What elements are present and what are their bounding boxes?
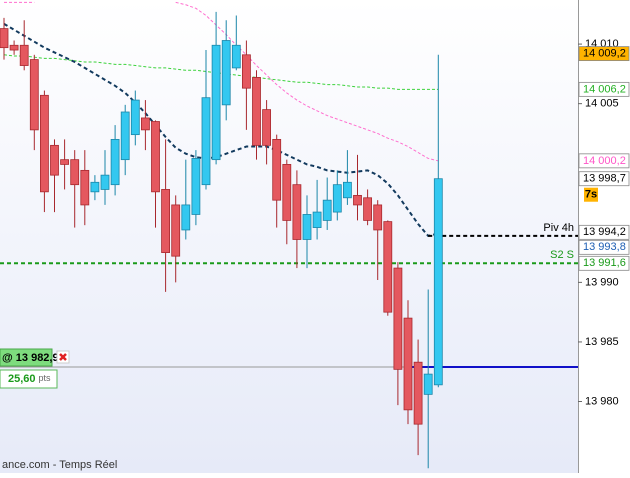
candle-body [140,117,150,131]
candle-body [353,194,362,206]
candle-body [90,181,100,193]
candle-body [0,28,9,49]
price-tag [578,224,630,240]
timer-box [584,187,598,202]
candle-body [252,77,261,146]
candle-body [272,138,282,201]
price-tag-label: 14 009,2 [583,48,626,60]
candle-body [332,184,342,213]
candle-body [50,144,59,176]
price-tag-label: 13 994,2 [583,226,626,238]
level-label: S2 S [550,249,574,261]
candle-body [292,184,302,240]
price-tag-label: 13 991,6 [583,257,626,269]
price-tag [578,171,630,187]
candle-body [312,211,322,228]
candle-body [413,361,423,425]
y-tick-label: 13 985 [585,336,619,348]
pnl-unit: pts [39,373,52,383]
candle-body [19,44,29,66]
indicator-line [4,1,439,162]
level-label: Piv 4h [543,222,574,234]
candle-body [241,54,251,89]
y-tick-label: 13 980 [585,395,619,407]
timer: 7s [585,189,597,201]
position-box [0,348,53,367]
close-icon [59,353,67,361]
candle-body [100,174,110,190]
candle-body [110,138,120,186]
candle-body [130,99,140,136]
candle-body [262,109,272,146]
candle-body [60,159,69,165]
candle-body [191,158,201,215]
position-label: @ 13 982,9 [2,352,59,364]
candle-body [221,40,231,106]
candle-body [201,97,211,186]
pnl-value: 25,60 [8,373,36,385]
candle-body [302,214,312,240]
candle-body [80,169,90,206]
candle-body [282,164,292,221]
pnl-box [0,369,58,389]
price-tag-label: 13 998,7 [583,173,626,185]
price-tag-label: 13 993,8 [583,241,626,253]
candle-body [403,317,413,411]
plot-background [0,0,578,473]
candle-body [70,159,80,186]
candle-body [393,267,403,370]
price-tag [578,255,630,271]
candle-body [231,44,241,69]
candle-body [423,373,433,395]
footer: ance.com - Temps Réel [2,459,117,471]
pnl: 25,60 pts [8,373,51,385]
price-tag-label: 14 006,2 [583,83,626,95]
candle-body [151,121,160,193]
price-tag-label: 14 000,2 [583,155,626,167]
plot-layer: Piv 4h S2 S [0,1,578,469]
candle-body [181,204,191,231]
candle-body [373,204,383,231]
candle-body [211,44,221,161]
indicator-line [3,54,439,90]
indicator-line [3,22,439,238]
candle-body [120,111,130,161]
candle-body [171,204,181,257]
ui-layer: @ 13 982,9 25,60 pts ance.com - Temps Réel [0,348,117,471]
y-tick-label: 14 005 [585,98,619,110]
candle-body [433,178,443,386]
candle-body [161,189,171,253]
candle-body [9,44,19,51]
candle-body [322,199,332,221]
candle-body [342,181,352,199]
price-tag [578,239,630,255]
candle-body [363,197,373,221]
y-tick-label: 13 990 [585,276,619,288]
price-tag [578,153,630,169]
candle-body [29,59,39,131]
candle-body [383,221,393,313]
price-tag [578,46,630,62]
price-tag [578,81,630,97]
candle-body [40,94,49,193]
